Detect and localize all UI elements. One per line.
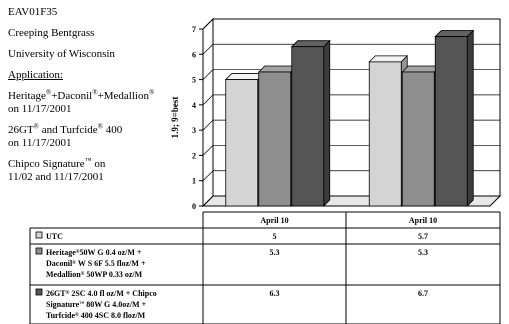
info-panel: EAV01F35 Creeping Bentgrass University o… xyxy=(8,6,193,192)
table-value: 6.7 xyxy=(418,289,428,298)
y-tick-label: 0 xyxy=(192,202,196,211)
y-tick-label: 4 xyxy=(192,101,196,110)
gridline-side xyxy=(202,94,214,106)
y-axis-label: 1.9; 9=best xyxy=(170,97,180,139)
bar xyxy=(291,46,325,207)
legend-label: Daconil® W S 6F 5.5 floz/M + xyxy=(46,259,146,268)
gridline-side xyxy=(202,145,214,156)
gridline-side xyxy=(202,119,214,131)
bar-side xyxy=(323,39,331,207)
application-1: Heritage®+Daconil®+Medallion® on 11/17/2… xyxy=(8,88,155,115)
x-category-label: April 10 xyxy=(409,216,437,225)
legend-swatch xyxy=(35,247,43,255)
y-tick-label: 3 xyxy=(192,126,196,135)
bar-top xyxy=(224,73,265,80)
y-tick-label: 7 xyxy=(192,25,196,34)
legend-label: 26GT® 2SC 4.0 fl oz/M + Chipco xyxy=(46,289,157,298)
bar-top xyxy=(434,30,475,37)
bar-top xyxy=(401,65,442,73)
bar xyxy=(434,36,468,207)
gridline-side xyxy=(202,170,214,181)
bar-side xyxy=(466,29,474,207)
application-2: 26GT® and Turfcide® 400 on 11/17/2001 xyxy=(8,122,123,149)
bar-top xyxy=(290,40,331,48)
plot-side-wall xyxy=(202,17,214,208)
bar xyxy=(258,71,292,207)
bar xyxy=(401,71,435,207)
bar-top xyxy=(368,55,409,63)
y-tick-label: 6 xyxy=(192,50,196,59)
bar xyxy=(225,79,259,207)
application-heading: Application: xyxy=(8,69,63,81)
trial-code: EAV01F35 xyxy=(8,6,58,18)
table-value: 5.3 xyxy=(418,248,428,257)
gridline-side xyxy=(202,69,214,80)
legend-label: Medallion® 50WP 0.33 oz/M xyxy=(46,270,143,279)
x-category-label: April 10 xyxy=(260,216,288,225)
table-value: 5 xyxy=(273,232,277,241)
bar-top xyxy=(257,65,298,73)
y-tick-label: 1 xyxy=(192,177,196,186)
y-tick-label: 2 xyxy=(192,151,196,160)
legend-label: UTC xyxy=(46,232,63,241)
gridline-side xyxy=(202,44,214,55)
institution: University of Wisconsin xyxy=(8,48,115,60)
legend-label: Signature™ 80W G 4.0oz/M + xyxy=(46,300,147,309)
legend-swatch xyxy=(35,288,43,296)
application-3: Chipco Signature™ on 11/02 and 11/17/200… xyxy=(8,156,106,183)
gridline-side xyxy=(202,18,214,30)
table-value: 6.3 xyxy=(270,289,280,298)
y-tick-label: 5 xyxy=(192,76,196,85)
legend-label: Heritage®50W G 0.4 oz/M + xyxy=(46,248,142,257)
crop-name: Creeping Bentgrass xyxy=(8,27,95,39)
legend-label: Turfcide® 400 4SC 8.0 floz/M xyxy=(46,311,146,320)
bar xyxy=(368,61,402,207)
legend-swatch xyxy=(35,231,43,239)
table-value: 5.7 xyxy=(418,232,428,241)
table-value: 5.3 xyxy=(270,248,280,257)
